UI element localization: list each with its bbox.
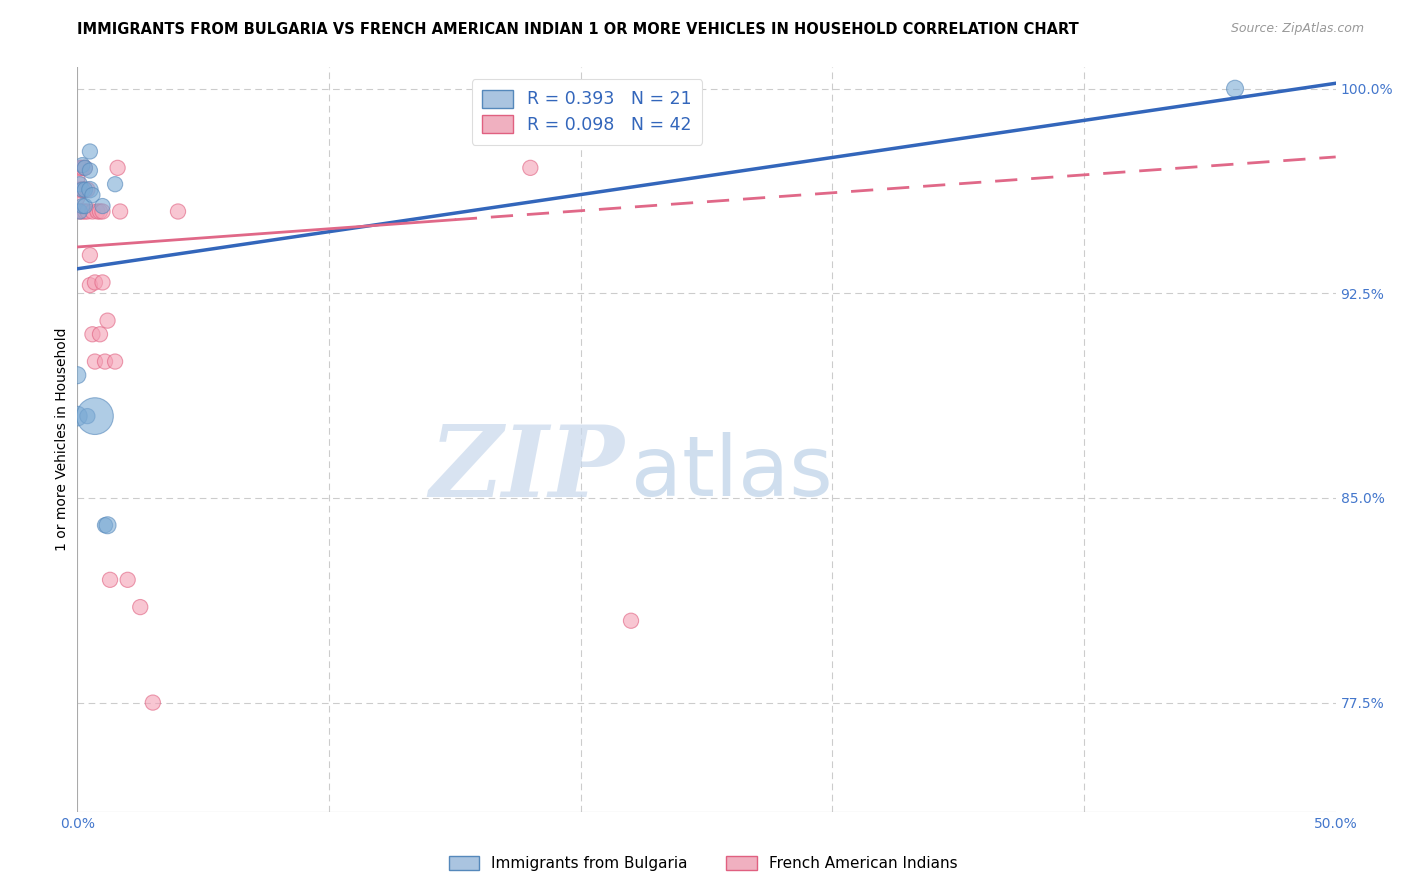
Point	[94, 354, 117, 368]
Point	[104, 178, 127, 192]
Point	[1223, 81, 1246, 95]
Point	[66, 191, 89, 205]
Point	[96, 518, 118, 533]
Point	[519, 161, 541, 175]
Point	[69, 178, 91, 192]
Text: IMMIGRANTS FROM BULGARIA VS FRENCH AMERICAN INDIAN 1 OR MORE VEHICLES IN HOUSEHO: IMMIGRANTS FROM BULGARIA VS FRENCH AMERI…	[77, 22, 1078, 37]
Point	[117, 573, 139, 587]
Point	[79, 163, 101, 178]
Point	[129, 600, 152, 615]
Point	[91, 199, 114, 213]
Point	[107, 161, 129, 175]
Point	[96, 313, 118, 327]
Point	[73, 161, 96, 175]
Text: atlas: atlas	[631, 433, 832, 513]
Point	[79, 248, 101, 262]
Legend: R = 0.393   N = 21, R = 0.098   N = 42: R = 0.393 N = 21, R = 0.098 N = 42	[471, 79, 702, 145]
Point	[167, 204, 190, 219]
Point	[79, 145, 101, 159]
Point	[76, 183, 98, 197]
Point	[76, 409, 98, 424]
Point	[66, 409, 89, 424]
Point	[72, 204, 94, 219]
Point	[108, 204, 131, 219]
Point	[94, 518, 117, 533]
Point	[73, 199, 96, 213]
Legend: Immigrants from Bulgaria, French American Indians: Immigrants from Bulgaria, French America…	[443, 849, 963, 877]
Point	[89, 204, 111, 219]
Y-axis label: 1 or more Vehicles in Household: 1 or more Vehicles in Household	[55, 327, 69, 551]
Point	[72, 158, 94, 172]
Point	[69, 183, 91, 197]
Point	[76, 204, 98, 219]
Text: Source: ZipAtlas.com: Source: ZipAtlas.com	[1230, 22, 1364, 36]
Point	[73, 204, 96, 219]
Point	[84, 276, 107, 290]
Point	[73, 161, 96, 175]
Point	[69, 204, 91, 219]
Point	[69, 161, 91, 175]
Point	[66, 171, 89, 186]
Point	[104, 354, 127, 368]
Point	[72, 161, 94, 175]
Text: ZIP: ZIP	[430, 421, 624, 517]
Point	[82, 204, 104, 219]
Point	[79, 183, 101, 197]
Point	[82, 327, 104, 342]
Point	[73, 183, 96, 197]
Point	[72, 183, 94, 197]
Point	[69, 204, 91, 219]
Point	[620, 614, 643, 628]
Point	[66, 368, 89, 383]
Point	[86, 204, 108, 219]
Point	[91, 276, 114, 290]
Point	[82, 188, 104, 202]
Point	[73, 183, 96, 197]
Point	[142, 696, 165, 710]
Point	[89, 327, 111, 342]
Point	[79, 278, 101, 293]
Point	[72, 199, 94, 213]
Point	[98, 573, 121, 587]
Point	[84, 354, 107, 368]
Point	[84, 409, 107, 424]
Point	[72, 183, 94, 197]
Point	[91, 204, 114, 219]
